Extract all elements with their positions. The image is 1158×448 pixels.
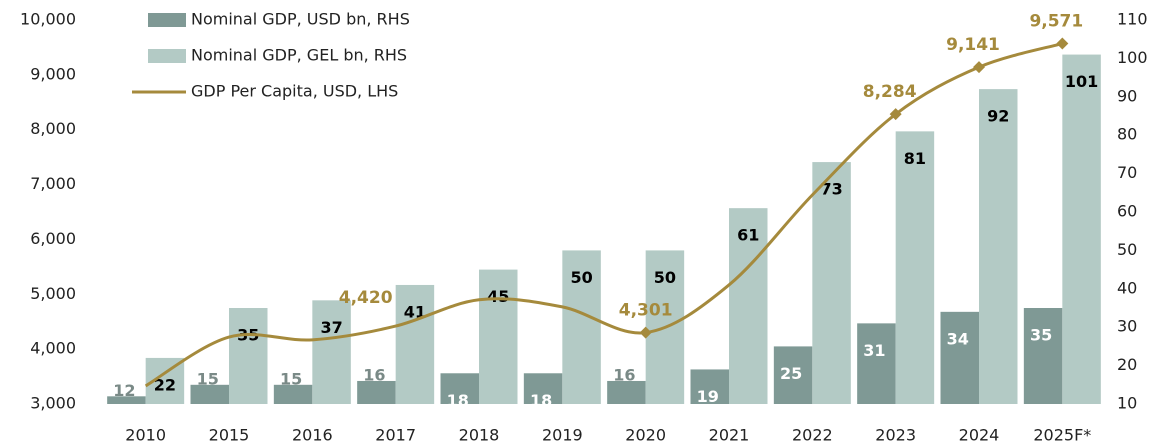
bar-value-label: 50	[654, 268, 676, 287]
bar	[190, 384, 229, 404]
line-value-label: 9,571	[1029, 12, 1083, 32]
line-value-label: 9,141	[946, 35, 1000, 55]
y-tick-label: 6,000	[30, 229, 76, 248]
y2-tick-label: 90	[1117, 86, 1137, 105]
bar-value-label: 61	[737, 226, 759, 245]
y-tick-label: 10,000	[20, 10, 76, 29]
y-tick-label: 8,000	[30, 119, 76, 138]
line-marker	[639, 326, 652, 339]
bar-value-label: 12	[113, 381, 135, 400]
y-tick-label: 7,000	[30, 174, 76, 193]
y2-tick-label: 80	[1117, 125, 1137, 144]
bar-value-label: 19	[697, 387, 719, 406]
y-tick-label: 4,000	[30, 339, 76, 358]
legend-swatch	[148, 49, 186, 63]
bar-value-label: 22	[154, 375, 176, 394]
legend-label: Nominal GDP, USD bn, RHS	[191, 10, 410, 29]
y2-tick-label: 40	[1117, 278, 1137, 297]
line-value-label: 4,420	[339, 288, 393, 308]
bar	[812, 162, 851, 404]
y-tick-label: 3,000	[30, 394, 76, 413]
bar	[562, 250, 601, 404]
legend-label: Nominal GDP, GEL bn, RHS	[191, 46, 407, 65]
bar	[690, 369, 729, 404]
x-tick-label: 2018	[459, 426, 500, 445]
x-tick-label: 2025F*	[1033, 426, 1091, 445]
line-marker	[1056, 37, 1069, 50]
bar	[229, 308, 268, 404]
bar	[729, 208, 768, 404]
bar	[357, 380, 396, 404]
bar	[607, 380, 646, 404]
bar	[523, 373, 563, 404]
bar-value-label: 15	[197, 369, 219, 388]
legend-swatch	[148, 13, 186, 27]
y2-tick-label: 110	[1117, 10, 1148, 29]
bar-value-label: 18	[530, 391, 552, 410]
bar	[107, 396, 146, 404]
bar	[773, 346, 813, 404]
bar-value-label: 34	[947, 329, 969, 348]
y2-tick-label: 60	[1117, 202, 1137, 221]
x-tick-label: 2016	[292, 426, 333, 445]
x-tick-label: 2019	[542, 426, 583, 445]
bar	[895, 131, 935, 405]
x-tick-label: 2015	[209, 426, 250, 445]
y2-tick-label: 100	[1117, 48, 1148, 67]
bar-value-label: 16	[613, 365, 635, 384]
bar	[312, 300, 351, 404]
bar-value-label: 73	[820, 180, 842, 199]
bar	[857, 323, 896, 404]
y2-tick-label: 30	[1117, 317, 1137, 336]
line-marker	[889, 108, 902, 121]
y2-tick-label: 50	[1117, 240, 1137, 259]
x-tick-label: 2017	[375, 426, 416, 445]
bar	[1062, 54, 1101, 405]
y2-tick-label: 70	[1117, 163, 1137, 182]
bar	[940, 311, 979, 404]
bar-value-label: 37	[320, 318, 342, 337]
y-tick-label: 5,000	[30, 284, 76, 303]
bar	[273, 384, 313, 404]
line	[144, 42, 1063, 388]
bar-value-label: 31	[863, 341, 885, 360]
x-tick-label: 2024	[959, 426, 1000, 445]
x-tick-label: 2023	[875, 426, 916, 445]
bar-value-label: 50	[570, 268, 592, 287]
bar-value-label: 18	[447, 391, 469, 410]
bar-value-label: 35	[1030, 326, 1052, 345]
x-tick-label: 2010	[125, 426, 166, 445]
bar-value-label: 25	[780, 364, 802, 383]
bar-value-label: 45	[487, 287, 509, 306]
bar-value-label: 81	[904, 149, 926, 168]
y2-tick-label: 20	[1117, 355, 1137, 374]
bar-value-label: 15	[280, 369, 302, 388]
x-tick-label: 2020	[625, 426, 666, 445]
bar	[440, 373, 479, 404]
bar	[395, 284, 435, 404]
y-tick-label: 9,000	[30, 64, 76, 83]
bar	[979, 89, 1018, 405]
line-value-label: 4,301	[619, 301, 673, 321]
bar-value-label: 16	[363, 365, 385, 384]
bar	[479, 269, 518, 404]
bar-value-label: 101	[1065, 72, 1098, 91]
legend-label: GDP Per Capita, USD, LHS	[191, 82, 398, 101]
bar-value-label: 92	[987, 107, 1009, 126]
x-tick-label: 2022	[792, 426, 833, 445]
line-marker	[973, 61, 985, 74]
x-tick-label: 2021	[709, 426, 750, 445]
y2-tick-label: 10	[1117, 394, 1137, 413]
bar	[1023, 308, 1063, 404]
line-value-label: 8,284	[863, 82, 917, 102]
